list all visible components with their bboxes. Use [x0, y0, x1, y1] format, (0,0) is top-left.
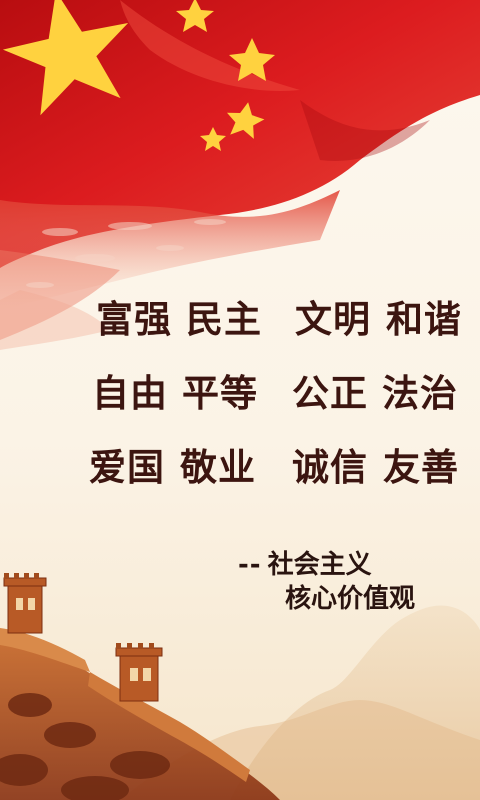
value-word: 自由: [92, 372, 168, 415]
value-word: 民主: [186, 298, 262, 341]
value-word: 爱国: [89, 446, 165, 489]
value-word: 公正: [292, 372, 368, 415]
values-row: 富强 民主 文明 和谐: [0, 296, 480, 370]
attribution: -- 社会主义 核心价值观: [238, 548, 415, 616]
value-word: 文明: [295, 298, 371, 341]
value-word: 敬业: [180, 446, 256, 489]
core-values-grid: 富强 民主 文明 和谐 自由 平等 公正 法治 爱国 敬业 诚信 友善: [0, 296, 480, 518]
value-word: 和谐: [386, 298, 462, 341]
attribution-line2: 核心价值观: [285, 584, 416, 614]
value-word: 诚信: [292, 446, 368, 489]
values-row: 自由 平等 公正 法治: [0, 370, 480, 444]
value-word: 富强: [96, 298, 172, 341]
flag-stars-icon: [2, 0, 275, 151]
value-word: 友善: [383, 446, 459, 489]
attribution-line1: -- 社会主义: [238, 548, 415, 582]
attribution-text-1: 社会主义: [267, 550, 372, 580]
value-word: 法治: [382, 372, 458, 415]
value-word: 平等: [182, 372, 258, 415]
attribution-dash: --: [238, 550, 262, 580]
values-row: 爱国 敬业 诚信 友善: [0, 444, 480, 518]
